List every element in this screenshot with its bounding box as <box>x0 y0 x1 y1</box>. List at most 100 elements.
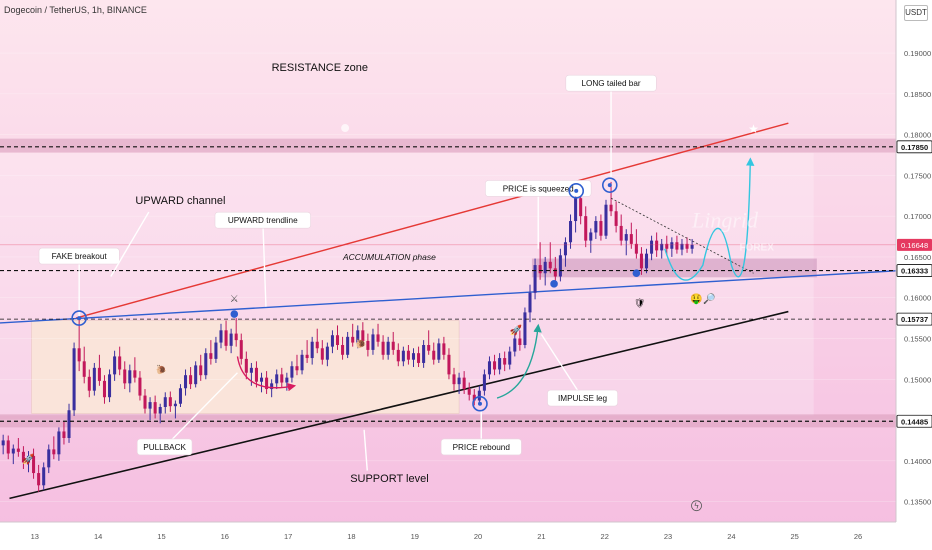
candle-body[interactable] <box>427 345 431 351</box>
candle-body[interactable] <box>330 335 334 347</box>
candle-body[interactable] <box>209 353 213 359</box>
candle-body[interactable] <box>472 394 476 401</box>
candle-body[interactable] <box>619 225 623 241</box>
candle-body[interactable] <box>67 410 71 438</box>
candle-body[interactable] <box>6 440 10 454</box>
candle-body[interactable] <box>660 243 664 251</box>
candle-body[interactable] <box>634 243 638 254</box>
candle-body[interactable] <box>249 367 253 373</box>
candle-body[interactable] <box>548 261 552 269</box>
candle-body[interactable] <box>553 268 557 277</box>
candle-body[interactable] <box>47 449 51 468</box>
candle-body[interactable] <box>513 338 517 352</box>
candle-body[interactable] <box>158 406 162 414</box>
candle-body[interactable] <box>310 341 314 359</box>
candle-body[interactable] <box>467 389 471 395</box>
candle-body[interactable] <box>270 383 274 390</box>
candle-body[interactable] <box>280 374 284 383</box>
candle-body[interactable] <box>335 335 340 346</box>
candle-body[interactable] <box>574 198 578 222</box>
candle-body[interactable] <box>153 402 157 414</box>
candle-body[interactable] <box>579 198 583 217</box>
candle-body[interactable] <box>361 330 365 341</box>
candle-body[interactable] <box>569 221 573 243</box>
candle-body[interactable] <box>37 473 41 486</box>
candle-body[interactable] <box>113 356 117 375</box>
candle-body[interactable] <box>178 388 182 404</box>
candle-body[interactable] <box>128 370 132 384</box>
candle-body[interactable] <box>52 449 56 455</box>
candle-body[interactable] <box>650 240 654 254</box>
candle-body[interactable] <box>92 367 96 391</box>
candle-body[interactable] <box>543 261 547 274</box>
candle-body[interactable] <box>487 361 491 375</box>
candle-body[interactable] <box>518 338 522 346</box>
candle-body[interactable] <box>685 243 689 249</box>
candle-body[interactable] <box>406 350 410 360</box>
candle-body[interactable] <box>275 374 279 384</box>
candle-body[interactable] <box>163 397 167 407</box>
candle-body[interactable] <box>482 374 486 391</box>
candle-body[interactable] <box>290 366 294 378</box>
candle-body[interactable] <box>644 253 649 269</box>
candle-body[interactable] <box>224 330 228 346</box>
candle-body[interactable] <box>386 341 390 355</box>
candle-body[interactable] <box>42 467 46 486</box>
candle-body[interactable] <box>396 349 400 362</box>
candle-body[interactable] <box>629 234 633 244</box>
candle-body[interactable] <box>32 455 36 474</box>
candle-body[interactable] <box>11 448 15 454</box>
candle-body[interactable] <box>493 361 497 370</box>
candle-body[interactable] <box>138 377 142 396</box>
candle-body[interactable] <box>523 312 527 346</box>
candle-body[interactable] <box>376 334 380 342</box>
candle-body[interactable] <box>204 353 208 376</box>
candle-body[interactable] <box>366 340 370 350</box>
candle-body[interactable] <box>26 455 31 463</box>
candle-body[interactable] <box>589 232 593 241</box>
candle-body[interactable] <box>133 370 137 378</box>
candle-body[interactable] <box>533 265 537 293</box>
candle-body[interactable] <box>498 358 502 370</box>
candle-body[interactable] <box>16 448 20 452</box>
candle-body[interactable] <box>477 390 481 401</box>
candle-body[interactable] <box>108 374 112 398</box>
candle-body[interactable] <box>168 397 172 407</box>
candle-body[interactable] <box>229 333 233 346</box>
candle-body[interactable] <box>401 350 405 362</box>
candle-body[interactable] <box>457 377 461 385</box>
candle-body[interactable] <box>320 348 324 360</box>
candle-body[interactable] <box>503 358 507 365</box>
candle-body[interactable] <box>391 341 395 350</box>
candle-body[interactable] <box>244 358 248 373</box>
candle-body[interactable] <box>214 342 218 359</box>
candle-body[interactable] <box>315 341 319 349</box>
candle-body[interactable] <box>21 451 25 463</box>
candle-body[interactable] <box>123 369 127 384</box>
candle-body[interactable] <box>305 354 309 359</box>
candle-body[interactable] <box>584 216 588 241</box>
candle-body[interactable] <box>680 243 684 250</box>
candle-body[interactable] <box>184 375 188 389</box>
candle-body[interactable] <box>77 348 81 362</box>
candle-body[interactable] <box>173 403 177 407</box>
candle-body[interactable] <box>528 292 532 313</box>
candle-body[interactable] <box>563 242 567 256</box>
candle-body[interactable] <box>102 380 107 398</box>
candle-body[interactable] <box>371 334 375 350</box>
candle-body[interactable] <box>422 345 426 363</box>
candle-body[interactable] <box>599 221 603 236</box>
candle-body[interactable] <box>341 345 345 355</box>
candle-body[interactable] <box>57 431 61 455</box>
candle-body[interactable] <box>508 351 512 365</box>
candle-body[interactable] <box>462 377 466 390</box>
candle-body[interactable] <box>381 341 385 355</box>
candle-body[interactable] <box>447 354 451 375</box>
candle-body[interactable] <box>254 367 258 382</box>
candle-body[interactable] <box>72 348 76 411</box>
candle-body[interactable] <box>143 395 147 409</box>
candle-body[interactable] <box>189 375 193 385</box>
candle-body[interactable] <box>62 431 66 438</box>
candle-body[interactable] <box>148 402 152 409</box>
candle-body[interactable] <box>356 330 360 343</box>
